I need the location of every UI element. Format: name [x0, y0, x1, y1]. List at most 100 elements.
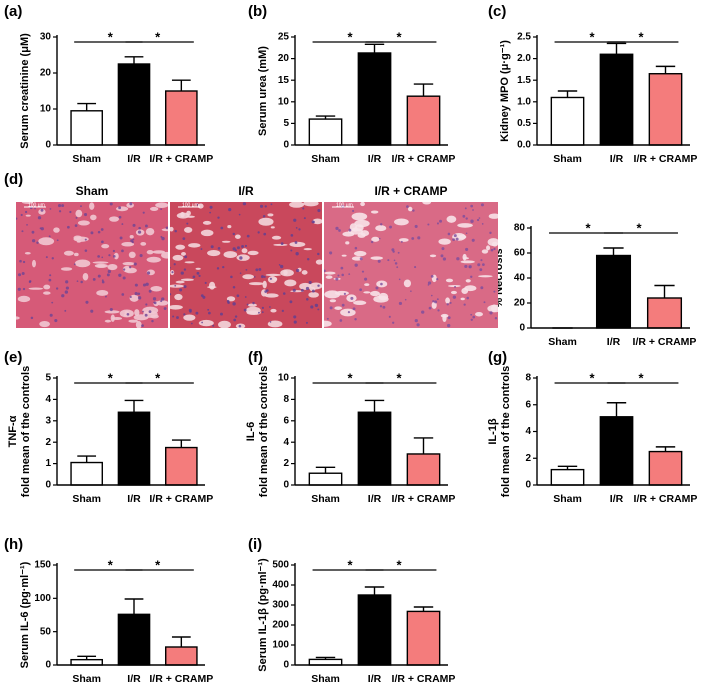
nucleus [234, 249, 237, 252]
lumen [258, 217, 274, 226]
nucleus [112, 249, 116, 253]
nucleus [126, 312, 130, 316]
nucleus [51, 301, 54, 304]
lumen [398, 238, 409, 242]
scale-bar-label: 100 μm [182, 202, 199, 208]
bar [117, 613, 151, 666]
histology-image: 100 μm [324, 202, 498, 328]
lumen [146, 249, 154, 255]
lumen [481, 249, 489, 254]
lumen [175, 280, 185, 284]
lumen [370, 256, 383, 260]
nucleus [414, 224, 418, 228]
x-tick-label: I/R + CRAMP [392, 493, 456, 505]
scale-bar-label: 100 μm [336, 202, 353, 208]
lumen [73, 235, 82, 241]
lumen [73, 252, 79, 257]
nucleus [134, 292, 138, 296]
lumen [371, 236, 380, 242]
nucleus [455, 237, 459, 241]
significance-star: * [396, 29, 402, 44]
lumen [170, 304, 183, 310]
nucleus [26, 224, 28, 226]
bar [599, 416, 634, 486]
nucleus [246, 234, 250, 238]
lumen [124, 267, 137, 274]
nucleus [258, 268, 262, 271]
error-bar [171, 439, 191, 448]
nucleus [436, 278, 439, 281]
panel-label: (c) [488, 3, 506, 20]
bar [595, 254, 632, 329]
y-axis-label: Serum creatinine (μM) [19, 33, 31, 149]
nucleus [270, 203, 273, 206]
nucleus [121, 293, 125, 296]
error-bar [124, 598, 144, 615]
lumen [478, 275, 493, 278]
nucleus [392, 250, 395, 253]
lumen [134, 309, 140, 317]
lumen [360, 202, 365, 207]
nucleus [234, 315, 238, 318]
significance-star: * [396, 370, 402, 385]
nucleus [380, 223, 383, 226]
lumen [475, 311, 483, 317]
nucleus [198, 274, 201, 278]
nucleus [400, 240, 403, 243]
lumen [461, 287, 469, 295]
nucleus [21, 230, 24, 233]
panel-label: (g) [488, 349, 507, 366]
lumen [223, 251, 238, 259]
y-tick-label: 10 [40, 104, 52, 115]
error-bar [557, 465, 578, 470]
nucleus [118, 206, 122, 210]
nucleus [31, 239, 36, 243]
lumen [267, 276, 277, 284]
nucleus [196, 203, 199, 206]
nucleus [101, 280, 105, 284]
lumen [486, 245, 491, 251]
y-axis-label: Kidney MPO (μ·g⁻¹) [499, 40, 511, 142]
error-bar [315, 115, 336, 120]
nucleus [137, 292, 141, 296]
y-tick-label: 1.5 [517, 75, 531, 86]
nucleus [209, 211, 212, 214]
significance-star: * [589, 370, 595, 385]
nucleus [241, 244, 245, 248]
nucleus [121, 223, 124, 225]
bar [406, 95, 441, 146]
y-tick-label: 5 [283, 118, 289, 129]
nucleus [294, 241, 298, 244]
nucleus [129, 295, 132, 299]
lumen [21, 202, 34, 204]
significance-star: * [636, 220, 642, 235]
nucleus [101, 279, 104, 282]
lumen [104, 310, 120, 314]
nucleus [57, 204, 62, 208]
image-label: I/R [238, 184, 254, 198]
lumen [309, 282, 322, 290]
error-bar [654, 284, 675, 298]
nucleus [106, 273, 110, 277]
lumen [242, 274, 255, 280]
y-tick-label: 80 [514, 223, 526, 234]
nucleus [134, 283, 138, 287]
error-bar [77, 455, 97, 463]
x-tick-label: I/R [607, 336, 621, 348]
lumen [155, 202, 168, 208]
lumen [450, 290, 457, 295]
error-bar [77, 655, 97, 660]
y-tick-label: 10 [278, 373, 290, 384]
nucleus [84, 238, 87, 241]
lumen [241, 248, 248, 254]
lumen [170, 284, 185, 288]
lumen [28, 287, 44, 290]
y-tick-label: 2 [283, 458, 289, 469]
nucleus [100, 228, 104, 231]
lumen [373, 295, 389, 303]
y-axis-label: IL-1β [487, 418, 499, 445]
nucleus [212, 324, 215, 327]
nucleus [406, 205, 409, 208]
nucleus [305, 286, 310, 291]
nucleus [472, 209, 474, 211]
